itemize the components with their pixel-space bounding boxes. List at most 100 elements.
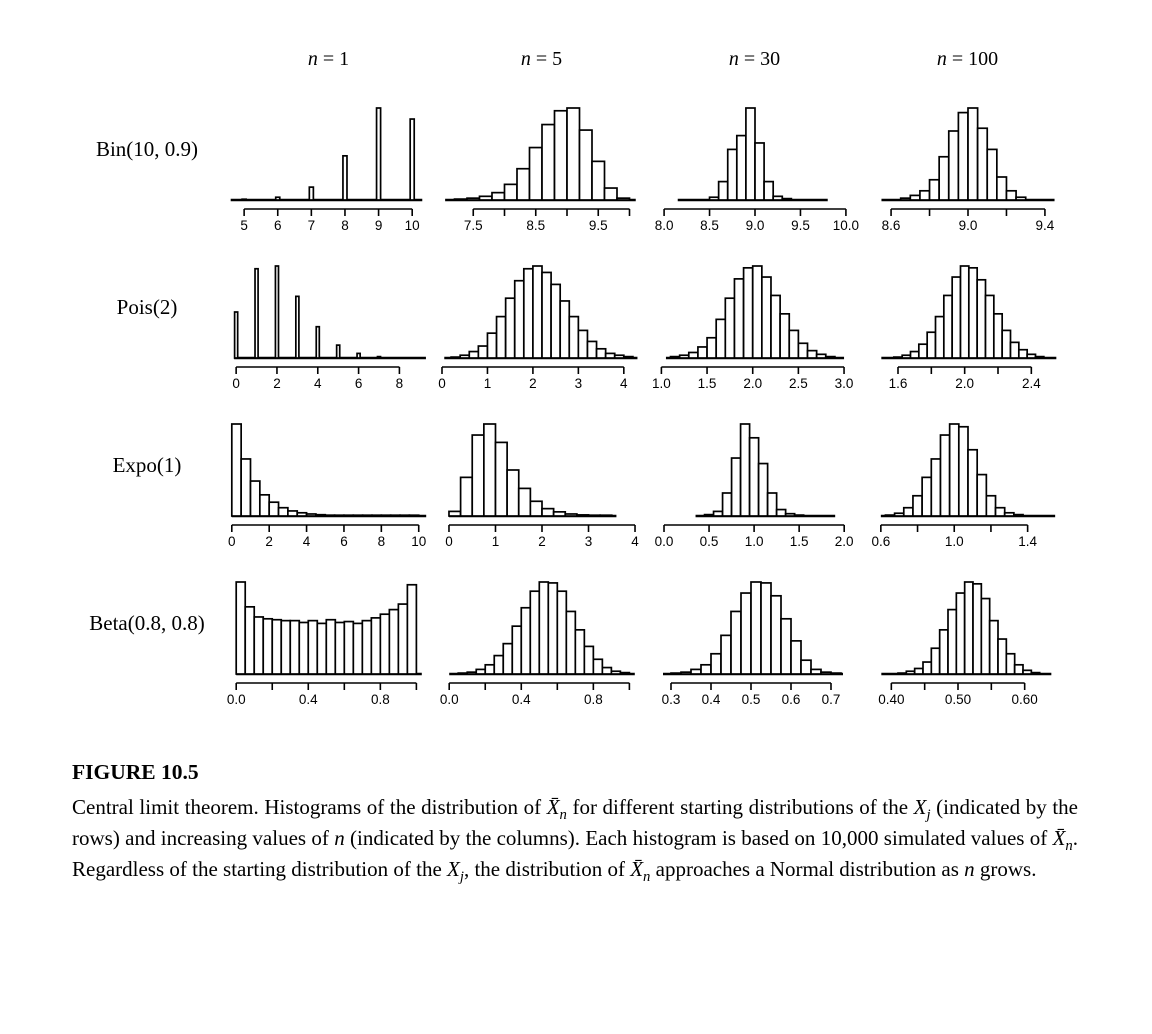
svg-text:0.40: 0.40	[878, 692, 904, 707]
histogram-expo-n5: 0 1 2 3 4	[445, 423, 639, 549]
svg-text:6: 6	[340, 534, 348, 549]
histogram-pois-n30: 1.0 1.5 2.0 2.5 3.0	[652, 265, 853, 391]
histogram-grid: n = 1 n = 5 n = 30 n = 100 Bin(10, 0.9) …	[72, 48, 1152, 724]
histogram-bin-n30: 8.0 8.5 9.0 9.5 10.0	[654, 107, 859, 233]
grid-corner-spacer	[72, 48, 222, 92]
histogram-beta-n100: 0.40 0.50 0.60	[878, 581, 1051, 707]
svg-text:0.4: 0.4	[701, 692, 720, 707]
histogram-expo-n30: 0.0 0.5 1.0 1.5 2.0	[654, 423, 853, 549]
svg-text:10: 10	[404, 218, 419, 233]
svg-text:3.0: 3.0	[834, 376, 853, 391]
svg-text:2.5: 2.5	[788, 376, 807, 391]
col-header-n-30: n = 30	[648, 48, 861, 92]
col-header-n-1: n = 1	[222, 48, 435, 92]
svg-text:8.5: 8.5	[700, 218, 719, 233]
col-header-n-5: n = 5	[435, 48, 648, 92]
svg-text:8: 8	[341, 218, 349, 233]
svg-text:0.8: 0.8	[583, 692, 602, 707]
svg-text:10.0: 10.0	[832, 218, 858, 233]
histogram-beta-n30: 0.3 0.4 0.5 0.6 0.7	[661, 581, 843, 707]
histogram-bin-n5: 7.5 8.5 9.5	[444, 107, 636, 233]
svg-text:1.6: 1.6	[888, 376, 907, 391]
svg-text:6: 6	[273, 218, 281, 233]
svg-text:6: 6	[354, 376, 362, 391]
svg-text:7: 7	[307, 218, 315, 233]
svg-text:0.3: 0.3	[661, 692, 680, 707]
col-header-n-100: n = 100	[861, 48, 1074, 92]
figure-caption: FIGURE 10.5 Central limit theorem. Histo…	[72, 760, 1078, 885]
svg-text:0.50: 0.50	[944, 692, 970, 707]
svg-text:9.4: 9.4	[1035, 218, 1054, 233]
svg-text:0.0: 0.0	[654, 534, 673, 549]
svg-text:9.5: 9.5	[791, 218, 810, 233]
histogram-expo-n100: 0.6 1.0 1.4	[871, 423, 1055, 549]
svg-text:7.5: 7.5	[463, 218, 482, 233]
col-header-value: = 30	[743, 48, 781, 70]
histogram-expo-n1: 0 2 4 6 8 10	[228, 423, 426, 549]
col-header-variable: n	[307, 48, 318, 70]
row-label-exponential: Expo(1)	[112, 452, 182, 477]
col-header-variable: n	[936, 48, 947, 70]
col-header-variable: n	[728, 48, 739, 70]
histogram-pois-n100: 1.6 2.0 2.4	[880, 265, 1056, 391]
svg-text:0.7: 0.7	[821, 692, 840, 707]
caption-title: FIGURE 10.5	[72, 760, 199, 784]
svg-text:0.0: 0.0	[439, 692, 458, 707]
svg-text:0.6: 0.6	[781, 692, 800, 707]
svg-text:0.8: 0.8	[370, 692, 389, 707]
row-label-beta: Beta(0.8, 0.8)	[89, 610, 205, 635]
svg-text:4: 4	[620, 376, 628, 391]
svg-text:5: 5	[240, 218, 248, 233]
svg-text:8.5: 8.5	[526, 218, 545, 233]
svg-text:1.0: 1.0	[944, 534, 963, 549]
svg-text:1.5: 1.5	[697, 376, 716, 391]
svg-text:8.0: 8.0	[654, 218, 673, 233]
svg-text:2.0: 2.0	[743, 376, 762, 391]
svg-text:1.5: 1.5	[789, 534, 808, 549]
svg-text:8: 8	[395, 376, 403, 391]
svg-text:0: 0	[228, 534, 236, 549]
svg-text:0.5: 0.5	[699, 534, 718, 549]
svg-text:10: 10	[411, 534, 426, 549]
svg-text:9: 9	[374, 218, 382, 233]
histogram-pois-n1: 0 2 4 6 8	[232, 265, 426, 391]
svg-text:2: 2	[538, 534, 546, 549]
svg-text:4: 4	[631, 534, 639, 549]
svg-text:1.0: 1.0	[744, 534, 763, 549]
svg-text:2.0: 2.0	[834, 534, 853, 549]
svg-text:2: 2	[273, 376, 281, 391]
svg-text:9.0: 9.0	[745, 218, 764, 233]
svg-text:1: 1	[491, 534, 499, 549]
svg-text:0.60: 0.60	[1011, 692, 1037, 707]
svg-text:0.4: 0.4	[298, 692, 317, 707]
histogram-beta-n5: 0.0 0.4 0.8	[439, 581, 635, 707]
svg-text:3: 3	[584, 534, 592, 549]
col-header-variable: n	[520, 48, 531, 70]
svg-text:0: 0	[445, 534, 453, 549]
svg-text:2: 2	[529, 376, 537, 391]
svg-text:1: 1	[483, 376, 491, 391]
svg-text:0.0: 0.0	[226, 692, 245, 707]
svg-text:9.0: 9.0	[958, 218, 977, 233]
svg-text:3: 3	[574, 376, 582, 391]
histogram-beta-n1: 0.0 0.4 0.8	[226, 581, 422, 707]
caption-body: Central limit theorem. Histograms of the…	[72, 795, 1078, 885]
row-label-binomial: Bin(10, 0.9)	[95, 136, 199, 161]
svg-text:0: 0	[232, 376, 240, 391]
svg-text:4: 4	[302, 534, 310, 549]
svg-text:9.5: 9.5	[588, 218, 607, 233]
svg-text:2.0: 2.0	[955, 376, 974, 391]
svg-text:4: 4	[314, 376, 322, 391]
svg-text:0: 0	[438, 376, 446, 391]
histogram-bin-n100: 8.6 9.0 9.4	[880, 107, 1054, 233]
col-header-value: = 5	[535, 48, 563, 70]
svg-text:1.4: 1.4	[1018, 534, 1037, 549]
histogram-pois-n5: 0 1 2 3 4	[438, 265, 637, 391]
col-header-value: = 1	[322, 48, 350, 70]
svg-text:0.6: 0.6	[871, 534, 890, 549]
col-header-value: = 100	[951, 48, 999, 70]
svg-text:0.5: 0.5	[741, 692, 760, 707]
svg-text:8: 8	[377, 534, 385, 549]
figure-page: n = 1 n = 5 n = 30 n = 100 Bin(10, 0.9) …	[0, 48, 1152, 1034]
histogram-bin-n1: 5 6 7 8 9 10	[230, 107, 422, 233]
